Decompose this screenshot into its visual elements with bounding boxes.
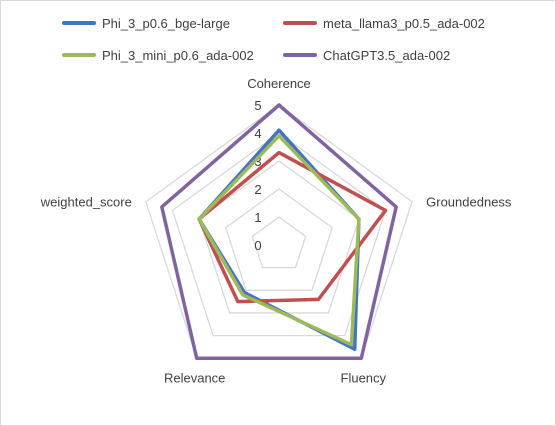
grid-ring-2 [224,188,334,291]
radar-grid [145,104,413,359]
axis-label-fluency: Fluency [341,370,387,385]
legend-item-series-4: ChatGPT3.5_ada-002 [283,45,450,65]
tick-label-4: 4 [254,126,261,141]
series-line-2 [197,150,388,304]
tick-label-5: 5 [254,98,261,113]
tick-label-3: 3 [254,154,261,169]
series-line-1 [197,128,361,351]
axis-label-relevance: Relevance [164,370,225,385]
legend-label-series-1: Phi_3_p0.6_bge-large [102,15,230,31]
legend-label-series-3: Phi_3_mini_p0.6_ada-002 [102,47,254,63]
axis-label-weighted-score: weighted_score [40,195,132,210]
legend-item-series-3: Phi_3_mini_p0.6_ada-002 [62,45,254,65]
grid-ring-1 [251,216,307,269]
legend-item-series-1: Phi_3_p0.6_bge-large [62,13,230,33]
tick-label-2: 2 [254,182,261,197]
legend-label-series-4: ChatGPT3.5_ada-002 [323,47,451,63]
legend-swatch-series-4 [283,53,317,57]
chart-legend: Phi_3_p0.6_bge-large meta_llama3_p0.5_ad… [0,0,556,70]
grid-ring-5 [145,104,413,359]
legend-swatch-series-2 [283,21,317,25]
tick-label-0: 0 [254,238,261,253]
grid-ring-4 [171,132,387,337]
legend-swatch-series-1 [62,21,96,25]
axis-label-groundedness: Groundedness [426,195,512,210]
legend-item-series-2: meta_llama3_p0.5_ada-002 [283,13,485,33]
series-line-3 [197,134,361,347]
tick-label-1: 1 [254,210,261,225]
legend-swatch-series-3 [62,53,96,57]
legend-label-series-2: meta_llama3_p0.5_ada-002 [323,15,485,31]
series-line-4 [160,103,398,361]
axis-label-coherence: Coherence [247,76,311,91]
